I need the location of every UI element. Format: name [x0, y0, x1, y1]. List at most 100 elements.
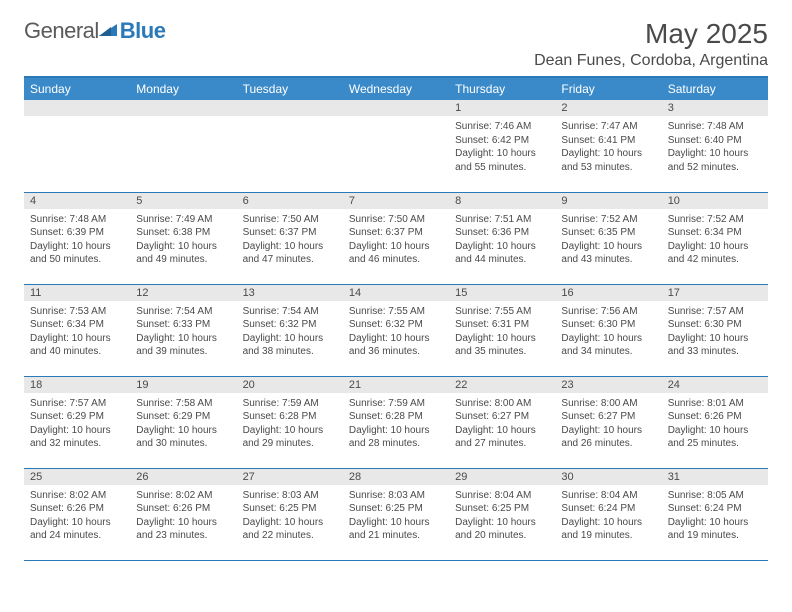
- day-info: Sunrise: 7:57 AMSunset: 6:30 PMDaylight:…: [662, 301, 768, 361]
- calendar-day-cell: 25Sunrise: 8:02 AMSunset: 6:26 PMDayligh…: [24, 468, 130, 560]
- calendar-week-row: 1Sunrise: 7:46 AMSunset: 6:42 PMDaylight…: [24, 100, 768, 192]
- sunrise-text: Sunrise: 7:52 AM: [668, 213, 762, 227]
- calendar-week-row: 25Sunrise: 8:02 AMSunset: 6:26 PMDayligh…: [24, 468, 768, 560]
- day-number: 19: [130, 377, 236, 393]
- brand-logo: General Blue: [24, 18, 165, 44]
- daylight-text: Daylight: 10 hours and 43 minutes.: [561, 240, 655, 267]
- calendar-week-row: 11Sunrise: 7:53 AMSunset: 6:34 PMDayligh…: [24, 284, 768, 376]
- sunset-text: Sunset: 6:28 PM: [243, 410, 337, 424]
- sunset-text: Sunset: 6:32 PM: [349, 318, 443, 332]
- day-number: [343, 100, 449, 116]
- day-info: Sunrise: 8:05 AMSunset: 6:24 PMDaylight:…: [662, 485, 768, 545]
- day-number: 31: [662, 469, 768, 485]
- calendar-day-cell: 26 Sunrise: 8:02 AMSunset: 6:26 PMDayligh…: [130, 468, 236, 560]
- sunrise-text: Sunrise: 7:58 AM: [136, 397, 230, 411]
- day-number: 11: [24, 285, 130, 301]
- day-info: Sunrise: 8:03 AMSunset: 6:25 PMDaylight:…: [343, 485, 449, 545]
- sunset-text: Sunset: 6:26 PM: [30, 502, 124, 516]
- calendar-day-cell: 3 Sunrise: 7:48 AMSunset: 6:40 PMDaylight…: [662, 100, 768, 192]
- calendar-day-cell: 7Sunrise: 7:50 AMSunset: 6:37 PMDaylight…: [343, 192, 449, 284]
- sunrise-text: Sunrise: 8:02 AM: [136, 489, 230, 503]
- sunset-text: Sunset: 6:40 PM: [668, 134, 762, 148]
- day-number: 14: [343, 285, 449, 301]
- calendar-day-cell: [24, 100, 130, 192]
- daylight-text: Daylight: 10 hours and 34 minutes.: [561, 332, 655, 359]
- day-number: 26: [130, 469, 236, 485]
- day-number: 1: [449, 100, 555, 116]
- day-info: Sunrise: 7:55 AMSunset: 6:31 PMDaylight:…: [449, 301, 555, 361]
- daylight-text: Daylight: 10 hours and 49 minutes.: [136, 240, 230, 267]
- weekday-header: Tuesday: [237, 77, 343, 100]
- calendar-day-cell: 27Sunrise: 8:03 AMSunset: 6:25 PMDayligh…: [237, 468, 343, 560]
- calendar-day-cell: 19 Sunrise: 7:58 AMSunset: 6:29 PMDayligh…: [130, 376, 236, 468]
- sunrise-text: Sunrise: 7:53 AM: [30, 305, 124, 319]
- day-number: 30: [555, 469, 661, 485]
- calendar-week-row: 4Sunrise: 7:48 AMSunset: 6:39 PMDaylight…: [24, 192, 768, 284]
- daylight-text: Daylight: 10 hours and 22 minutes.: [243, 516, 337, 543]
- day-number: 10: [662, 193, 768, 209]
- sunrise-text: Sunrise: 8:03 AM: [243, 489, 337, 503]
- day-number: 3: [662, 100, 768, 116]
- calendar-day-cell: 1Sunrise: 7:46 AMSunset: 6:42 PMDaylight…: [449, 100, 555, 192]
- daylight-text: Daylight: 10 hours and 30 minutes.: [136, 424, 230, 451]
- sunrise-text: Sunrise: 7:51 AM: [455, 213, 549, 227]
- sunrise-text: Sunrise: 7:48 AM: [668, 120, 762, 134]
- sunset-text: Sunset: 6:24 PM: [561, 502, 655, 516]
- title-block: May 2025 Dean Funes, Cordoba, Argentina: [534, 18, 768, 70]
- daylight-text: Daylight: 10 hours and 23 minutes.: [136, 516, 230, 543]
- day-number: 13: [237, 285, 343, 301]
- calendar-day-cell: 13Sunrise: 7:54 AMSunset: 6:32 PMDayligh…: [237, 284, 343, 376]
- daylight-text: Daylight: 10 hours and 55 minutes.: [455, 147, 549, 174]
- calendar-day-cell: 22Sunrise: 8:00 AMSunset: 6:27 PMDayligh…: [449, 376, 555, 468]
- sunset-text: Sunset: 6:41 PM: [561, 134, 655, 148]
- sunset-text: Sunset: 6:25 PM: [349, 502, 443, 516]
- sunset-text: Sunset: 6:39 PM: [30, 226, 124, 240]
- day-number: 9: [555, 193, 661, 209]
- day-info: Sunrise: 7:54 AMSunset: 6:32 PMDaylight:…: [237, 301, 343, 361]
- day-number: 18: [24, 377, 130, 393]
- calendar-day-cell: 28Sunrise: 8:03 AMSunset: 6:25 PMDayligh…: [343, 468, 449, 560]
- sunset-text: Sunset: 6:31 PM: [455, 318, 549, 332]
- daylight-text: Daylight: 10 hours and 24 minutes.: [30, 516, 124, 543]
- daylight-text: Daylight: 10 hours and 44 minutes.: [455, 240, 549, 267]
- sunset-text: Sunset: 6:29 PM: [136, 410, 230, 424]
- calendar-day-cell: 6Sunrise: 7:50 AMSunset: 6:37 PMDaylight…: [237, 192, 343, 284]
- calendar-body: 1Sunrise: 7:46 AMSunset: 6:42 PMDaylight…: [24, 100, 768, 560]
- sunset-text: Sunset: 6:26 PM: [136, 502, 230, 516]
- sunset-text: Sunset: 6:30 PM: [561, 318, 655, 332]
- page-header: General Blue May 2025 Dean Funes, Cordob…: [24, 18, 768, 70]
- sunrise-text: Sunrise: 8:02 AM: [30, 489, 124, 503]
- daylight-text: Daylight: 10 hours and 36 minutes.: [349, 332, 443, 359]
- day-number: 8: [449, 193, 555, 209]
- sunrise-text: Sunrise: 8:00 AM: [561, 397, 655, 411]
- calendar-header-row: SundayMondayTuesdayWednesdayThursdayFrid…: [24, 77, 768, 100]
- day-info: Sunrise: 7:57 AMSunset: 6:29 PMDaylight:…: [24, 393, 130, 453]
- daylight-text: Daylight: 10 hours and 39 minutes.: [136, 332, 230, 359]
- sunrise-text: Sunrise: 7:50 AM: [349, 213, 443, 227]
- daylight-text: Daylight: 10 hours and 19 minutes.: [668, 516, 762, 543]
- sunset-text: Sunset: 6:35 PM: [561, 226, 655, 240]
- day-info: Sunrise: 8:01 AMSunset: 6:26 PMDaylight:…: [662, 393, 768, 453]
- calendar-day-cell: 11Sunrise: 7:53 AMSunset: 6:34 PMDayligh…: [24, 284, 130, 376]
- daylight-text: Daylight: 10 hours and 26 minutes.: [561, 424, 655, 451]
- day-number: 22: [449, 377, 555, 393]
- day-number: 23: [555, 377, 661, 393]
- sunrise-text: Sunrise: 8:03 AM: [349, 489, 443, 503]
- day-info: Sunrise: 8:04 AMSunset: 6:24 PMDaylight:…: [555, 485, 661, 545]
- day-number: 20: [237, 377, 343, 393]
- calendar-day-cell: 20Sunrise: 7:59 AMSunset: 6:28 PMDayligh…: [237, 376, 343, 468]
- day-number: 4: [24, 193, 130, 209]
- sunrise-text: Sunrise: 7:46 AM: [455, 120, 549, 134]
- daylight-text: Daylight: 10 hours and 52 minutes.: [668, 147, 762, 174]
- sunset-text: Sunset: 6:25 PM: [455, 502, 549, 516]
- sunset-text: Sunset: 6:37 PM: [243, 226, 337, 240]
- sunrise-text: Sunrise: 7:50 AM: [243, 213, 337, 227]
- sunset-text: Sunset: 6:25 PM: [243, 502, 337, 516]
- sunset-text: Sunset: 6:36 PM: [455, 226, 549, 240]
- sunrise-text: Sunrise: 7:55 AM: [455, 305, 549, 319]
- daylight-text: Daylight: 10 hours and 47 minutes.: [243, 240, 337, 267]
- daylight-text: Daylight: 10 hours and 27 minutes.: [455, 424, 549, 451]
- day-number: 12: [130, 285, 236, 301]
- brand-part1: General: [24, 18, 99, 44]
- calendar-week-row: 18Sunrise: 7:57 AMSunset: 6:29 PMDayligh…: [24, 376, 768, 468]
